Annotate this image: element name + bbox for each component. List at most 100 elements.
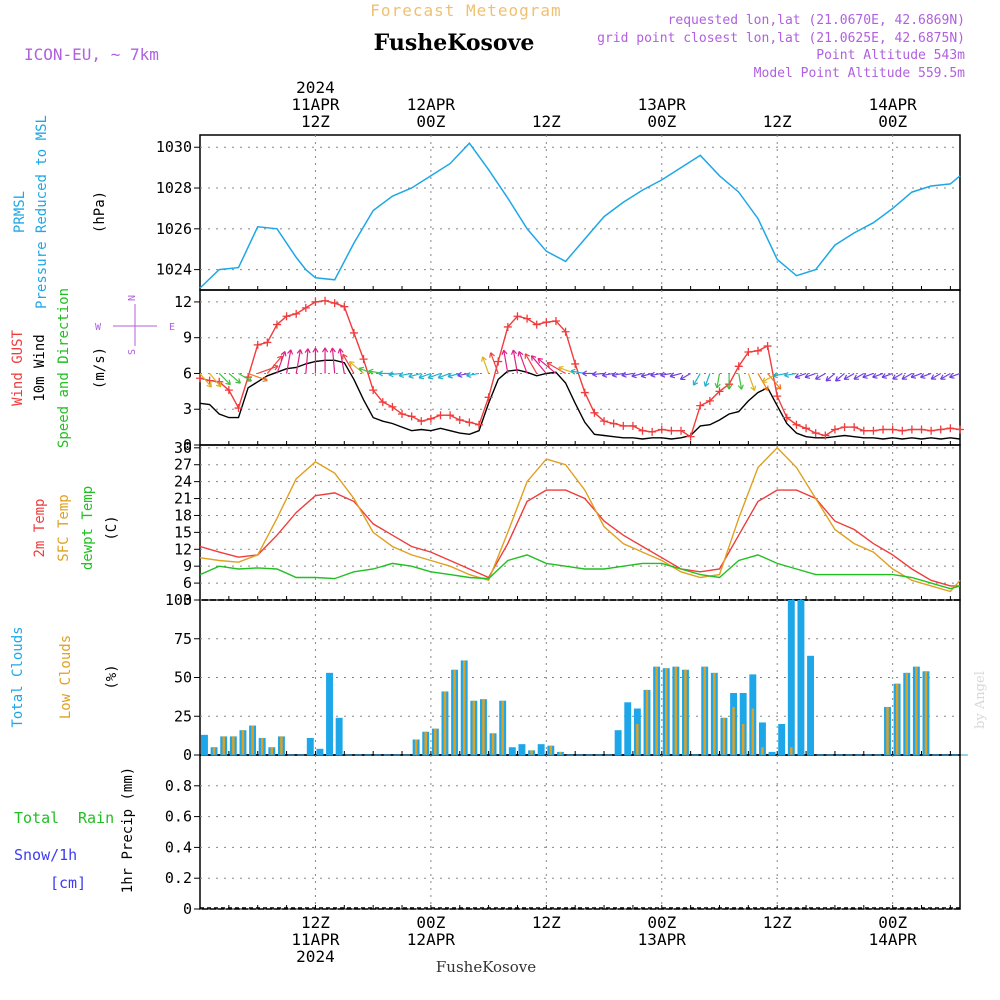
wind-barb-head bbox=[501, 349, 508, 356]
gust-marker bbox=[426, 414, 435, 423]
low-cloud-bar bbox=[443, 691, 447, 755]
gust-marker bbox=[898, 426, 907, 435]
total-clouds-label: Total Clouds bbox=[10, 626, 26, 727]
wind-barb bbox=[418, 372, 432, 379]
gust-marker bbox=[667, 426, 676, 435]
low-clouds-label: Low Clouds bbox=[58, 635, 74, 719]
requested-coords: requested lon,lat (21.0670E, 42.6869N) bbox=[668, 13, 965, 28]
wind-barb-head bbox=[348, 361, 355, 367]
low-cloud-bar bbox=[424, 731, 427, 755]
time-label-top: 2024 bbox=[296, 78, 335, 97]
wind-barb bbox=[621, 372, 634, 377]
gust-marker bbox=[417, 417, 426, 426]
wind-barb-head bbox=[408, 372, 414, 379]
wind-barb-head bbox=[814, 374, 821, 380]
compass-east: E bbox=[169, 322, 175, 333]
gust-marker bbox=[734, 362, 743, 371]
gust-marker bbox=[705, 396, 714, 405]
wind-barb-head bbox=[329, 347, 336, 353]
wind-barb bbox=[530, 355, 547, 374]
gust-marker bbox=[321, 296, 330, 305]
gust-marker bbox=[657, 425, 666, 434]
time-label-bottom: 2024 bbox=[296, 947, 335, 966]
low-cloud-bar bbox=[924, 671, 928, 755]
y-tick-label: 0 bbox=[183, 900, 192, 918]
gust-marker bbox=[677, 426, 686, 435]
precip-snow-unit: [cm] bbox=[50, 874, 86, 892]
gust-marker bbox=[484, 393, 493, 402]
model-label: ICON-EU, ~ 7km bbox=[24, 45, 159, 64]
temp-sfc-label: SFC Temp bbox=[56, 494, 72, 561]
total-cloud-bar bbox=[335, 717, 343, 755]
wind-barb bbox=[238, 372, 252, 382]
gust-marker bbox=[773, 392, 782, 401]
wind-barb bbox=[247, 372, 268, 382]
wind-barb bbox=[641, 372, 653, 377]
wind-barb bbox=[438, 372, 451, 379]
wind-barb bbox=[339, 348, 345, 374]
time-label-top: 12APR bbox=[407, 95, 456, 114]
low-cloud-bar bbox=[751, 708, 755, 755]
gust-marker bbox=[503, 322, 512, 331]
wind-barb bbox=[881, 372, 893, 378]
chart-title: Forecast Meteogram bbox=[370, 1, 561, 20]
gust-marker bbox=[927, 426, 936, 435]
y-tick-label: 12 bbox=[174, 293, 192, 311]
wind-barb-head bbox=[872, 372, 878, 379]
wind-barb-head bbox=[631, 372, 637, 379]
gust-marker bbox=[869, 426, 878, 435]
gust-marker bbox=[253, 340, 262, 349]
y-tick-label: 9 bbox=[183, 329, 192, 347]
y-tick-label: 1028 bbox=[156, 179, 192, 197]
time-label-top: 13APR bbox=[638, 95, 687, 114]
time-label-bottom: 00Z bbox=[878, 913, 907, 932]
wind-barb-head bbox=[466, 371, 472, 379]
gust-marker bbox=[850, 423, 859, 432]
wind-barb-head bbox=[640, 372, 647, 379]
low-cloud-bar bbox=[270, 747, 274, 755]
compass-north: N bbox=[127, 295, 138, 301]
wind-barb bbox=[199, 373, 212, 388]
gust-marker bbox=[686, 432, 695, 441]
wind-barb bbox=[669, 372, 682, 377]
low-cloud-bar bbox=[761, 747, 764, 755]
time-label-top: 14APR bbox=[869, 95, 918, 114]
wind-barb bbox=[825, 373, 836, 382]
precip-rain-label: Rain bbox=[78, 809, 114, 827]
gust-marker bbox=[436, 411, 445, 420]
gust-marker bbox=[446, 411, 455, 420]
wind-barb-head bbox=[669, 372, 676, 379]
gust-marker bbox=[936, 425, 945, 434]
temp-2m-label: 2m Temp bbox=[32, 498, 48, 557]
time-label-top: 12Z bbox=[763, 112, 792, 131]
wind-gust-line bbox=[199, 299, 961, 438]
wind-barb-head bbox=[304, 348, 311, 354]
wind-barb-head bbox=[901, 374, 908, 380]
wind-barb-head bbox=[530, 355, 537, 361]
gust-marker bbox=[196, 374, 204, 383]
wind-barb-head bbox=[692, 380, 699, 386]
wind-barb-head bbox=[843, 374, 850, 380]
time-label-bottom: 12Z bbox=[532, 913, 561, 932]
wind-direction-label: Speed and Direction bbox=[56, 288, 72, 448]
wind-barb bbox=[862, 372, 874, 378]
wind-barb bbox=[930, 372, 942, 380]
panel-frame bbox=[199, 289, 961, 446]
wind-barb-head bbox=[772, 372, 778, 379]
gust-marker bbox=[859, 426, 868, 435]
wind-barb bbox=[680, 372, 691, 380]
y-tick-label: 24 bbox=[174, 473, 192, 491]
compass-south: S bbox=[127, 349, 138, 355]
wind-barb-head bbox=[447, 372, 453, 379]
y-tick-label: 3 bbox=[183, 400, 192, 418]
temp-2m-line bbox=[199, 489, 960, 587]
wind-barb-head bbox=[537, 357, 544, 364]
low-cloud-bar bbox=[636, 724, 639, 755]
wind-10m-label: 10m Wind bbox=[32, 334, 48, 401]
total-cloud-bar bbox=[201, 734, 208, 755]
low-cloud-bar bbox=[732, 706, 735, 755]
wind-barb bbox=[457, 372, 470, 377]
wind-barb-head bbox=[206, 381, 212, 388]
wind-barb-head bbox=[378, 370, 384, 377]
